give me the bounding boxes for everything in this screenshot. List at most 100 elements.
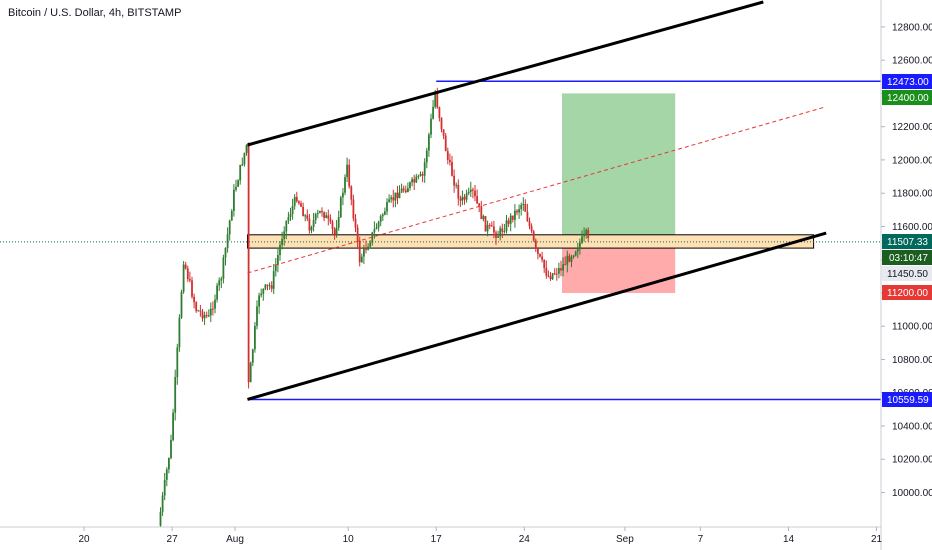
candle-body xyxy=(568,255,571,262)
candle-body xyxy=(344,177,346,193)
candle-body xyxy=(438,107,441,118)
candle-body xyxy=(266,284,269,286)
candle-body xyxy=(396,192,399,199)
candle-body xyxy=(346,164,348,178)
candle-body xyxy=(218,280,221,286)
candle-body xyxy=(172,412,174,440)
candle-body xyxy=(224,248,227,258)
candle-body xyxy=(434,93,437,107)
candle-body xyxy=(201,311,204,319)
candle-body xyxy=(281,239,283,245)
candle-body xyxy=(226,234,229,248)
candle-body xyxy=(457,184,460,199)
candle-body xyxy=(199,310,202,312)
candle-body xyxy=(516,210,518,213)
current-price-text: 11507.33 xyxy=(887,237,928,248)
time-tick-label: 7 xyxy=(698,534,704,545)
stop-price-label: 11200.00 xyxy=(882,285,932,300)
candle-body xyxy=(474,190,476,197)
candle-body xyxy=(587,229,590,239)
candle-body xyxy=(390,197,393,200)
target-zone[interactable] xyxy=(562,93,676,242)
candle-body xyxy=(235,186,237,190)
candle-body xyxy=(289,214,292,217)
time-tick-label: Aug xyxy=(226,534,244,545)
target-price-label: 12400.00 xyxy=(882,90,932,105)
candle-body xyxy=(325,215,328,218)
candle-body xyxy=(379,216,382,222)
candle-body xyxy=(509,215,512,224)
candle-body xyxy=(165,469,168,480)
candle-body xyxy=(407,188,409,193)
candle-body xyxy=(189,279,191,281)
candle-body xyxy=(484,216,487,232)
candle-body xyxy=(184,264,187,269)
candle-body xyxy=(490,225,493,227)
candle-body xyxy=(532,231,535,241)
entry-price-text: 11450.50 xyxy=(887,269,928,280)
candle-body xyxy=(291,205,294,214)
candle-body xyxy=(384,211,386,215)
time-axis[interactable]: 20 27 Aug 10 17 24 Sep 7 14 21 xyxy=(78,527,882,545)
candle-body xyxy=(170,440,172,459)
target-price-text: 12400.00 xyxy=(887,93,929,104)
candle-body xyxy=(430,118,432,135)
candle-body xyxy=(377,221,380,228)
candle-body xyxy=(365,247,367,250)
candle-body xyxy=(287,217,290,221)
upper-channel-line[interactable] xyxy=(247,0,764,147)
stop-zone[interactable] xyxy=(562,241,676,293)
candle-body xyxy=(245,144,248,153)
candle-body xyxy=(463,196,466,200)
candle-body xyxy=(449,159,451,162)
price-tick-label: 12800.00 xyxy=(892,22,932,33)
candle-body xyxy=(363,247,365,257)
price-tick-label: 10000.00 xyxy=(892,488,932,499)
candle-body xyxy=(528,221,531,227)
candle-body xyxy=(507,220,510,224)
support-zone[interactable] xyxy=(247,234,815,249)
candle-body xyxy=(442,129,445,136)
candle-body xyxy=(178,317,181,348)
candle-body xyxy=(480,206,483,220)
candle-body xyxy=(310,227,313,231)
candle-body xyxy=(560,268,562,271)
candle-body xyxy=(581,236,583,243)
candle-body xyxy=(579,242,581,250)
candle-body xyxy=(482,216,485,220)
candle-body xyxy=(446,151,449,160)
candle-body xyxy=(539,254,541,257)
stop-price-text: 11200.00 xyxy=(887,288,928,299)
candle-body xyxy=(180,291,183,318)
candle-body xyxy=(237,180,239,187)
candle-body xyxy=(520,204,523,210)
candle-body xyxy=(306,215,309,219)
candle-body xyxy=(212,308,214,310)
candle-body xyxy=(222,257,225,279)
candle-body xyxy=(381,214,384,217)
candle-body xyxy=(530,226,533,232)
candle-body xyxy=(419,174,422,176)
time-tick-label: Sep xyxy=(616,534,634,545)
candle-body xyxy=(339,197,342,218)
candle-body xyxy=(241,164,244,166)
time-tick-label: 20 xyxy=(78,534,90,545)
candle-body xyxy=(182,264,185,292)
candle-body xyxy=(514,210,516,220)
candle-body xyxy=(534,240,537,249)
channel-midline[interactable] xyxy=(247,106,827,274)
candle-body xyxy=(342,192,344,198)
candle-body xyxy=(279,245,281,256)
candle-body xyxy=(373,229,376,233)
lower-channel-line[interactable] xyxy=(247,231,827,401)
resistance-price-label: 12473.00 xyxy=(882,74,932,89)
candle-body xyxy=(193,296,195,303)
price-tick-label: 11000.00 xyxy=(892,322,932,333)
candle-body xyxy=(386,202,388,212)
candle-body xyxy=(526,211,529,221)
candle-body xyxy=(572,255,575,257)
zones-layer xyxy=(0,93,881,293)
candle-body xyxy=(566,255,569,265)
candle-body xyxy=(360,256,363,263)
